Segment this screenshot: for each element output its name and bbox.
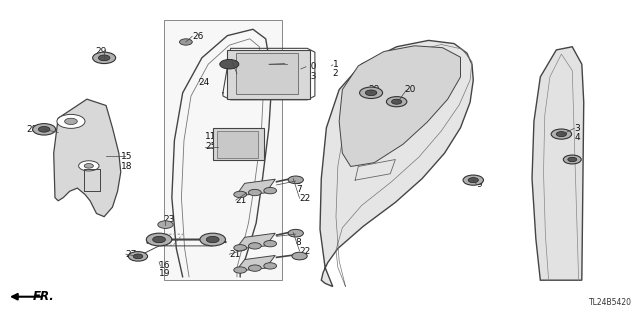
Circle shape [57,115,85,128]
Text: 19: 19 [159,269,171,278]
Text: 18: 18 [121,162,132,171]
Circle shape [551,129,572,139]
FancyBboxPatch shape [227,50,310,99]
Circle shape [153,236,166,243]
Circle shape [200,233,225,246]
Circle shape [84,164,93,168]
Text: 8: 8 [296,238,301,247]
Text: 28: 28 [26,125,38,134]
Bar [216,130,258,158]
Text: 14: 14 [285,59,296,68]
Text: 9: 9 [476,181,482,189]
Text: FR.: FR. [33,290,54,303]
Text: 25: 25 [205,142,216,151]
Polygon shape [54,99,121,217]
Circle shape [158,221,173,228]
Text: 24: 24 [198,78,210,87]
Polygon shape [532,47,584,280]
Text: 4: 4 [574,133,580,142]
Circle shape [568,157,577,162]
Text: 2: 2 [333,69,339,78]
Circle shape [292,252,307,260]
Circle shape [387,97,407,107]
Text: 3: 3 [574,124,580,133]
Polygon shape [236,179,275,196]
Text: 22: 22 [300,247,311,256]
Text: 11: 11 [205,132,216,141]
Circle shape [234,245,246,251]
Circle shape [220,59,239,69]
Text: 6: 6 [296,230,301,239]
Circle shape [38,126,50,132]
Polygon shape [339,46,461,167]
Circle shape [264,188,276,194]
Circle shape [556,131,566,137]
Text: 15: 15 [121,152,132,161]
Circle shape [288,176,303,184]
Circle shape [468,178,478,183]
Bar [236,53,298,94]
Circle shape [264,241,276,247]
Bar [212,128,264,160]
Circle shape [392,99,402,104]
Text: 16: 16 [159,261,171,271]
Text: 20: 20 [404,85,415,94]
Circle shape [33,123,56,135]
Circle shape [463,175,483,185]
Polygon shape [236,233,275,249]
Circle shape [563,155,581,164]
Circle shape [133,254,143,259]
Circle shape [93,52,116,63]
Text: 13: 13 [306,72,317,81]
Text: 17: 17 [285,69,296,78]
Circle shape [248,189,261,196]
Text: 29: 29 [368,85,380,94]
Circle shape [234,267,246,273]
Circle shape [248,243,261,249]
Text: 21: 21 [229,250,241,259]
Circle shape [365,90,377,96]
Circle shape [234,191,246,197]
Circle shape [248,265,261,271]
Circle shape [79,161,99,171]
Text: TL24B5420: TL24B5420 [589,298,632,307]
Text: 1: 1 [333,60,339,69]
Text: 7: 7 [296,185,301,194]
Polygon shape [236,256,275,271]
Text: 5: 5 [296,177,301,186]
Polygon shape [320,41,473,286]
Text: 26: 26 [192,32,204,41]
Text: 10: 10 [306,62,317,71]
Circle shape [129,252,148,261]
Text: 21: 21 [236,196,247,205]
Circle shape [179,39,192,45]
Text: 23: 23 [164,215,175,224]
Circle shape [206,236,219,243]
Circle shape [264,263,276,269]
Text: 29: 29 [95,47,107,56]
Text: 27: 27 [125,250,136,259]
Text: 12: 12 [230,55,242,64]
Bar [164,20,282,280]
Text: 22: 22 [300,194,311,203]
Circle shape [99,55,110,61]
Circle shape [360,87,383,99]
Circle shape [147,233,172,246]
Circle shape [288,229,303,237]
Circle shape [65,118,77,124]
